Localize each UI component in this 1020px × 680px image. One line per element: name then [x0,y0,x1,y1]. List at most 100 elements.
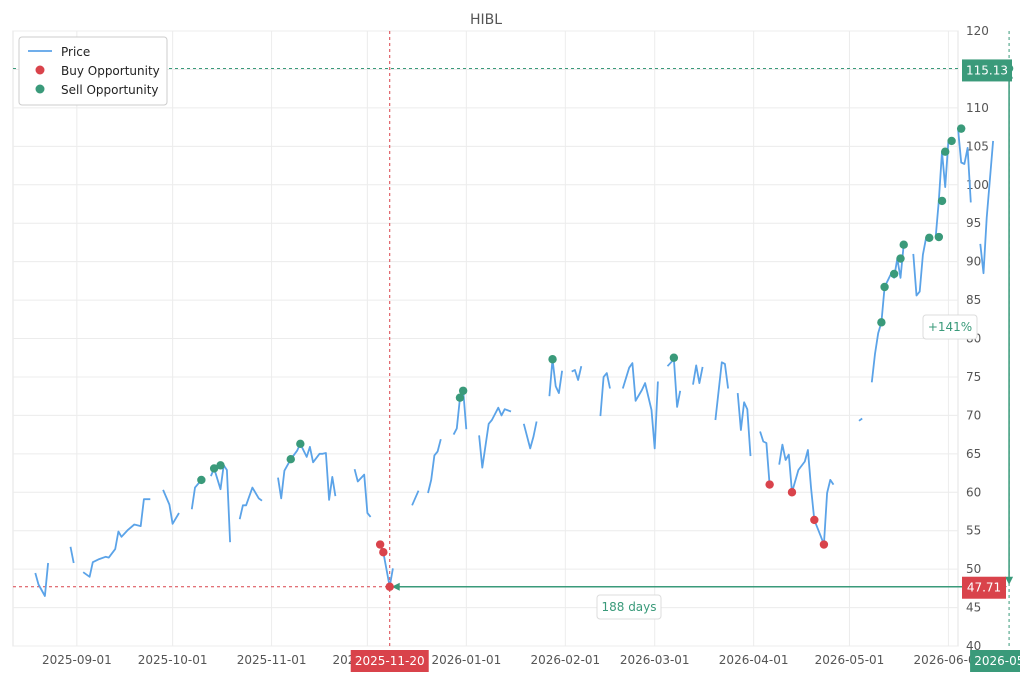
price-line [870,244,905,383]
gain-annotation-text: +141% [928,320,972,334]
y-tick-label: 110 [966,101,989,115]
duration-annotation-box [596,594,662,620]
x-tick-label: 2026-03-01 [620,653,690,667]
sell-price-badge: 115.13 [966,63,1008,77]
price-line [858,417,863,422]
legend-buy-label: Buy Opportunity [61,64,160,78]
price-line [759,431,771,485]
sell-marker [896,254,905,263]
y-tick-label: 105 [966,139,989,153]
price-line [957,128,972,203]
axis-badges: 115.13 47.71 2025-11-20 2026-05-27 [350,59,1020,672]
legend-box [18,36,168,106]
x-tick-label: 2025-10-01 [138,653,208,667]
buy-price-badge: 47.71 [967,581,1001,595]
price-line [34,562,49,597]
x-tick-label: 2026-05-01 [815,653,885,667]
chart-title: HIBL [470,12,502,28]
sell-marker [880,282,889,292]
x-tick-label: 2026-04-01 [719,653,789,667]
price-line [692,364,704,385]
y-tick-label: 45 [966,601,981,615]
legend-sell-label: Sell Opportunity [61,83,159,97]
sell-marker [947,136,956,146]
sell-marker [548,355,557,364]
price-line [427,438,442,494]
legend-price-label: Price [61,45,90,59]
buy-marker [385,582,394,591]
x-axis: 2025-09-012025-10-012025-11-012025-12-01… [42,653,983,667]
sell-price-badge-box [962,59,1012,82]
duration-arrow-head-left [391,582,400,591]
price-line [912,237,927,297]
y-tick-label: 85 [966,293,981,307]
sell-marker [669,353,679,362]
y-tick-label: 65 [966,447,981,461]
sell-marker [899,240,908,249]
price-line [666,358,682,408]
sell-marker [286,454,295,464]
x-tick-label: 2025-09-01 [42,653,112,667]
sell-marker [296,439,305,449]
x-tick-label: 2026-02-01 [530,653,600,667]
sell-marker [934,232,944,242]
y-tick-label: 70 [966,408,981,422]
reference-lines [13,31,1014,646]
legend-buy-swatch [35,65,45,75]
price-series [34,67,1010,597]
sell-marker [937,196,947,206]
opportunity-markers [197,64,1014,591]
x-tick-label: 2026-01-01 [431,653,501,667]
gain-annotation-box [922,314,978,340]
sell-marker [889,269,899,279]
y-tick-label: 50 [966,562,981,576]
y-tick-label: 60 [966,485,981,499]
price-line [621,362,659,450]
y-tick-label: 120 [966,24,989,38]
buy-marker [810,515,819,525]
sell-marker [877,318,886,327]
y-tick-label: 55 [966,524,981,538]
sell-marker [925,233,934,242]
price-line [548,358,563,397]
buy-price-badge-box [962,576,1006,599]
gain-annotation: +141% [922,314,978,340]
y-tick-label: 75 [966,370,981,384]
price-line [353,468,372,518]
price-line [162,489,180,525]
price-line [571,365,583,381]
buy-marker [765,480,774,489]
y-tick-label: 100 [966,178,989,192]
sell-marker [458,386,468,395]
price-line [714,361,729,421]
sell-marker [209,464,219,473]
sell-marker [941,147,950,156]
sell-date-badge-box [970,650,1020,672]
buy-marker [819,540,829,549]
buy-marker [375,540,385,549]
sell-marker [197,475,206,485]
price-line [599,372,611,417]
grid [13,30,958,647]
price-line [778,443,835,546]
price-line [82,498,151,578]
sell-marker [216,461,225,470]
price-line [277,442,337,501]
y-tick-label: 90 [966,255,981,269]
price-line [478,406,512,469]
price-line [69,546,75,564]
price-line [736,393,752,457]
sell-date-badge: 2026-05-27 [974,654,1020,668]
price-line [238,486,263,520]
buy-marker [787,488,797,497]
buy-date-badge-box [350,650,429,672]
buy-date-badge: 2025-11-20 [355,654,425,668]
sell-marker [956,124,966,133]
legend: Price Buy Opportunity Sell Opportunity [18,36,168,106]
duration-annotation: 188 days [596,594,662,620]
price-line [411,490,420,506]
buy-marker [379,548,388,557]
price-line [979,140,994,275]
x-tick-label: 2026-06-01 [914,653,984,667]
y-tick-label: 95 [966,216,981,230]
